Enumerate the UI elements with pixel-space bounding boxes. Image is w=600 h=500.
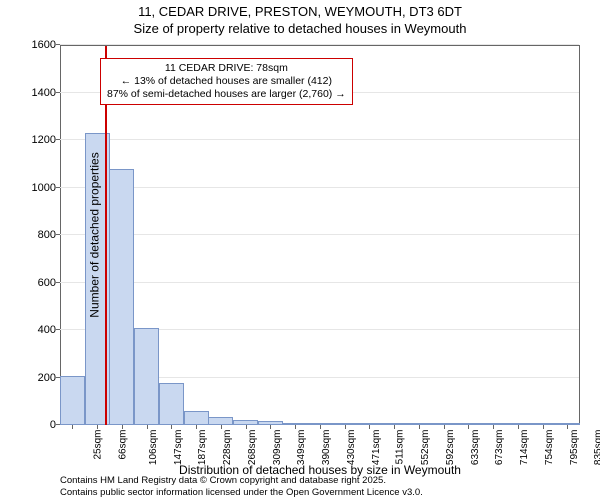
y-axis-label: Number of detached properties xyxy=(88,152,102,317)
x-tick-label: 228sqm xyxy=(222,430,233,466)
y-tick-mark xyxy=(56,44,60,45)
y-tick-mark xyxy=(56,282,60,283)
x-tick-mark xyxy=(320,425,321,429)
x-tick-label: 25sqm xyxy=(93,430,104,460)
histogram-bar xyxy=(184,411,209,425)
x-tick-mark xyxy=(196,425,197,429)
x-tick-mark xyxy=(419,425,420,429)
chart-title-main: 11, CEDAR DRIVE, PRESTON, WEYMOUTH, DT3 … xyxy=(0,4,600,21)
x-tick-mark xyxy=(518,425,519,429)
x-tick-mark xyxy=(72,425,73,429)
gridline-h xyxy=(60,187,579,188)
x-tick-mark xyxy=(468,425,469,429)
x-tick-mark xyxy=(171,425,172,429)
y-tick-label: 1000 xyxy=(24,182,56,194)
gridline-h xyxy=(60,234,579,235)
x-tick-label: 349sqm xyxy=(296,430,307,466)
x-tick-label: 795sqm xyxy=(569,430,580,466)
x-tick-mark xyxy=(97,425,98,429)
y-tick-label: 1600 xyxy=(24,39,56,51)
x-tick-mark xyxy=(147,425,148,429)
x-tick-mark xyxy=(345,425,346,429)
x-tick-mark xyxy=(543,425,544,429)
x-tick-label: 511sqm xyxy=(395,430,406,465)
y-tick-mark xyxy=(56,139,60,140)
histogram-bar xyxy=(208,417,233,425)
x-tick-label: 552sqm xyxy=(420,430,431,466)
gridline-h xyxy=(60,139,579,140)
y-tick-label: 400 xyxy=(24,324,56,336)
x-tick-mark xyxy=(295,425,296,429)
x-tick-mark xyxy=(369,425,370,429)
chart-title-block: 11, CEDAR DRIVE, PRESTON, WEYMOUTH, DT3 … xyxy=(0,0,600,38)
y-tick-label: 0 xyxy=(24,419,56,431)
y-tick-mark xyxy=(56,92,60,93)
x-tick-label: 592sqm xyxy=(445,430,456,466)
y-tick-mark xyxy=(56,329,60,330)
x-tick-label: 309sqm xyxy=(272,430,283,466)
y-tick-label: 1400 xyxy=(24,87,56,99)
gridline-h xyxy=(60,282,579,283)
x-tick-mark xyxy=(444,425,445,429)
x-tick-label: 633sqm xyxy=(470,430,481,466)
copyright-line2: Contains public sector information licen… xyxy=(60,487,423,498)
histogram-bar xyxy=(159,383,184,425)
y-axis-line xyxy=(60,46,61,425)
y-tick-label: 600 xyxy=(24,277,56,289)
x-tick-label: 106sqm xyxy=(148,430,159,466)
y-tick-mark xyxy=(56,234,60,235)
x-tick-mark xyxy=(221,425,222,429)
chart-area: 0200400600800100012001400160025sqm66sqm1… xyxy=(60,45,580,425)
y-tick-label: 800 xyxy=(24,229,56,241)
x-tick-label: 187sqm xyxy=(197,430,208,466)
x-tick-label: 673sqm xyxy=(494,430,505,466)
plot-region: 0200400600800100012001400160025sqm66sqm1… xyxy=(60,45,580,425)
chart-title-sub: Size of property relative to detached ho… xyxy=(0,21,600,38)
gridline-h xyxy=(60,44,579,45)
x-tick-label: 714sqm xyxy=(519,430,530,466)
x-tick-mark xyxy=(122,425,123,429)
x-tick-mark xyxy=(567,425,568,429)
x-tick-label: 471sqm xyxy=(371,430,382,466)
annotation-line: 87% of semi-detached houses are larger (… xyxy=(107,88,346,101)
x-tick-mark xyxy=(394,425,395,429)
annotation-box: 11 CEDAR DRIVE: 78sqm← 13% of detached h… xyxy=(100,58,353,105)
copyright-notice: Contains HM Land Registry data © Crown c… xyxy=(60,475,423,498)
histogram-bar xyxy=(60,376,85,425)
x-tick-mark xyxy=(270,425,271,429)
y-tick-label: 1200 xyxy=(24,134,56,146)
x-tick-label: 835sqm xyxy=(593,430,600,466)
y-tick-mark xyxy=(56,187,60,188)
x-tick-mark xyxy=(493,425,494,429)
x-tick-label: 147sqm xyxy=(173,430,184,466)
annotation-line: ← 13% of detached houses are smaller (41… xyxy=(107,75,346,88)
x-tick-label: 268sqm xyxy=(247,430,258,466)
x-tick-label: 390sqm xyxy=(321,430,332,466)
y-tick-label: 200 xyxy=(24,372,56,384)
annotation-line: 11 CEDAR DRIVE: 78sqm xyxy=(107,62,346,75)
histogram-bar xyxy=(109,169,134,426)
x-tick-label: 430sqm xyxy=(346,430,357,466)
copyright-line1: Contains HM Land Registry data © Crown c… xyxy=(60,475,423,486)
histogram-bar xyxy=(134,328,159,425)
x-tick-mark xyxy=(246,425,247,429)
x-tick-label: 66sqm xyxy=(118,430,129,460)
x-tick-label: 754sqm xyxy=(544,430,555,466)
